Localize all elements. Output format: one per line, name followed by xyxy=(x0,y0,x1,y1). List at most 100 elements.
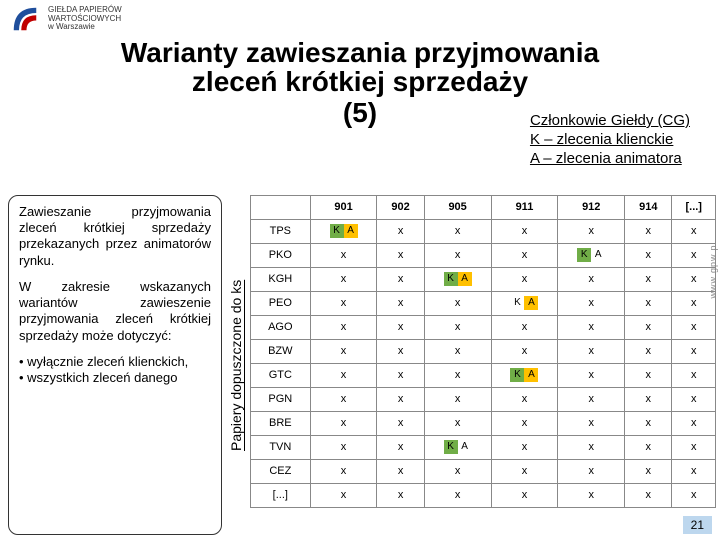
table-cell: x xyxy=(558,483,625,507)
table-cell: x xyxy=(424,483,491,507)
side-url: www.gpw.pl xyxy=(708,241,718,298)
table-cell: x xyxy=(558,267,625,291)
table-row: CEZxxxxxxx xyxy=(251,459,716,483)
row-label: TPS xyxy=(251,219,311,243)
vertical-axis-label: Papiery dopuszczone do ks xyxy=(228,215,244,515)
table-header-cell xyxy=(251,195,311,219)
table-cell: x xyxy=(672,387,716,411)
title-line2: zleceń krótkiej sprzedaży xyxy=(10,67,710,96)
legend: Członkowie Giełdy (CG) K – zlecenia klie… xyxy=(530,112,690,168)
header: GIEŁDA PAPIERÓW WARTOŚCIOWYCH w Warszawi… xyxy=(0,0,720,38)
table-cell: KA xyxy=(310,219,377,243)
table-cell: x xyxy=(310,435,377,459)
table-cell: x xyxy=(672,483,716,507)
table-cell: x xyxy=(625,387,672,411)
row-label: GTC xyxy=(251,363,311,387)
table-row: BZWxxxxxxx xyxy=(251,339,716,363)
table-cell: x xyxy=(424,291,491,315)
table-header-cell: 912 xyxy=(558,195,625,219)
table-cell: x xyxy=(310,411,377,435)
table-cell: x xyxy=(491,435,558,459)
table-cell: x xyxy=(558,291,625,315)
row-label: PGN xyxy=(251,387,311,411)
table-cell: x xyxy=(310,315,377,339)
table-body: TPSKAxxxxxxPKOxxxxKAxxKGHxxKAxxxxPEOxxxK… xyxy=(251,219,716,507)
table-header-cell: 905 xyxy=(424,195,491,219)
table-cell: x xyxy=(491,387,558,411)
table-cell: x xyxy=(424,315,491,339)
table-cell: x xyxy=(625,435,672,459)
table-cell: x xyxy=(625,219,672,243)
desc-p2: W zakresie wskazanych wariantów zawiesze… xyxy=(19,279,211,344)
table-cell: x xyxy=(377,435,424,459)
table-cell: x xyxy=(424,387,491,411)
table-row: KGHxxKAxxxx xyxy=(251,267,716,291)
table-cell: x xyxy=(625,267,672,291)
table-cell: x xyxy=(310,483,377,507)
table-cell: x xyxy=(491,219,558,243)
row-label: BRE xyxy=(251,411,311,435)
table-header-cell: 914 xyxy=(625,195,672,219)
table-row: PEOxxxKAxxx xyxy=(251,291,716,315)
table-cell: KA xyxy=(424,435,491,459)
table-cell: x xyxy=(625,291,672,315)
table-cell: x xyxy=(424,243,491,267)
table-cell: x xyxy=(310,243,377,267)
table-header-cell: 911 xyxy=(491,195,558,219)
table-cell: x xyxy=(491,267,558,291)
table-cell: x xyxy=(310,291,377,315)
table-cell: x xyxy=(377,459,424,483)
table-row: TVNxxKAxxxx xyxy=(251,435,716,459)
table-header-cell: 901 xyxy=(310,195,377,219)
table-cell: x xyxy=(558,411,625,435)
table-header-cell: 902 xyxy=(377,195,424,219)
row-label: BZW xyxy=(251,339,311,363)
table-cell: x xyxy=(377,243,424,267)
table-cell: x xyxy=(424,339,491,363)
logo-line3: w Warszawie xyxy=(48,23,122,32)
table-cell: x xyxy=(424,459,491,483)
data-table: 901902905911912914[...] TPSKAxxxxxxPKOxx… xyxy=(250,195,716,508)
description-box: Zawieszanie przyjmowania zleceń krótkiej… xyxy=(8,195,222,535)
table-cell: x xyxy=(672,459,716,483)
table-cell: x xyxy=(310,387,377,411)
table-cell: x xyxy=(424,219,491,243)
table-cell: x xyxy=(310,267,377,291)
table-cell: x xyxy=(377,291,424,315)
table-cell: x xyxy=(491,339,558,363)
legend-line1: Członkowie Giełdy (CG) xyxy=(530,112,690,131)
row-label: TVN xyxy=(251,435,311,459)
table-header-cell: [...] xyxy=(672,195,716,219)
table-cell: x xyxy=(558,387,625,411)
table-cell: x xyxy=(625,459,672,483)
table-cell: x xyxy=(491,315,558,339)
title-line1: Warianty zawieszania przyjmowania xyxy=(10,38,710,67)
table-cell: x xyxy=(377,267,424,291)
table-cell: x xyxy=(377,387,424,411)
legend-line3: A – zlecenia animatora xyxy=(530,150,690,169)
table-cell: x xyxy=(491,243,558,267)
row-label: CEZ xyxy=(251,459,311,483)
table-cell: x xyxy=(625,339,672,363)
table-cell: x xyxy=(424,363,491,387)
table-cell: x xyxy=(625,363,672,387)
row-label: PEO xyxy=(251,291,311,315)
table-cell: x xyxy=(625,315,672,339)
table-cell: x xyxy=(672,315,716,339)
table-cell: x xyxy=(672,363,716,387)
table-cell: KA xyxy=(491,363,558,387)
row-label: PKO xyxy=(251,243,311,267)
table-cell: x xyxy=(558,219,625,243)
table-header-row: 901902905911912914[...] xyxy=(251,195,716,219)
desc-b1: • wyłącznie zleceń klienckich, xyxy=(19,354,211,370)
table-row: PKOxxxxKAxx xyxy=(251,243,716,267)
table-cell: x xyxy=(672,435,716,459)
table-cell: x xyxy=(377,483,424,507)
table-cell: x xyxy=(558,435,625,459)
gpw-logo xyxy=(10,4,40,34)
table-row: AGOxxxxxxx xyxy=(251,315,716,339)
table-cell: x xyxy=(377,219,424,243)
table-cell: x xyxy=(310,339,377,363)
table-cell: x xyxy=(424,411,491,435)
table-cell: x xyxy=(377,315,424,339)
